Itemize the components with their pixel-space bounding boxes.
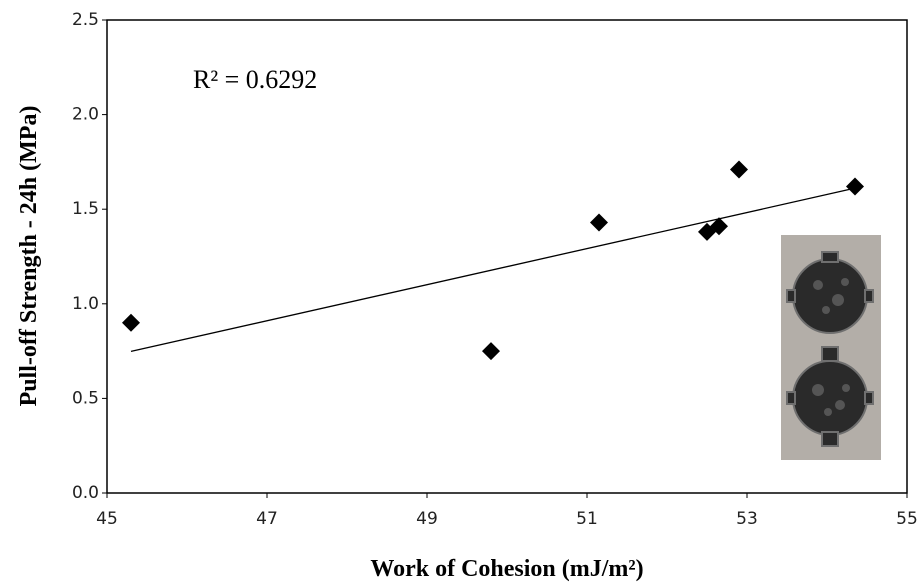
y-tick-label: 2.0: [72, 105, 99, 125]
y-axis-title: Pull-off Strength - 24h (MPa): [16, 106, 42, 407]
y-tick-label: 2.5: [72, 10, 99, 30]
point: [730, 160, 748, 179]
point: [710, 217, 728, 236]
y-tick-label: 1.5: [72, 199, 99, 219]
x-tick-label: 53: [736, 509, 758, 529]
plot-area: [106, 19, 908, 494]
y-tick-label: 0.0: [72, 483, 99, 503]
y-tick-label: 0.5: [72, 388, 99, 408]
point: [122, 313, 140, 332]
inset-photo: [781, 235, 881, 460]
point: [590, 213, 608, 232]
trendline: [130, 187, 856, 353]
point: [482, 342, 500, 361]
x-axis-title: Work of Cohesion (mJ/m²): [370, 556, 643, 582]
x-tick-label: 47: [256, 509, 278, 529]
x-tick-label: 49: [416, 509, 438, 529]
x-tick-label: 55: [896, 509, 918, 529]
x-tick-label: 45: [96, 509, 118, 529]
point: [846, 177, 864, 196]
x-tick-label: 51: [576, 509, 598, 529]
y-tick-label: 1.0: [72, 294, 99, 314]
r-squared: R² = 0.6292: [193, 65, 317, 94]
